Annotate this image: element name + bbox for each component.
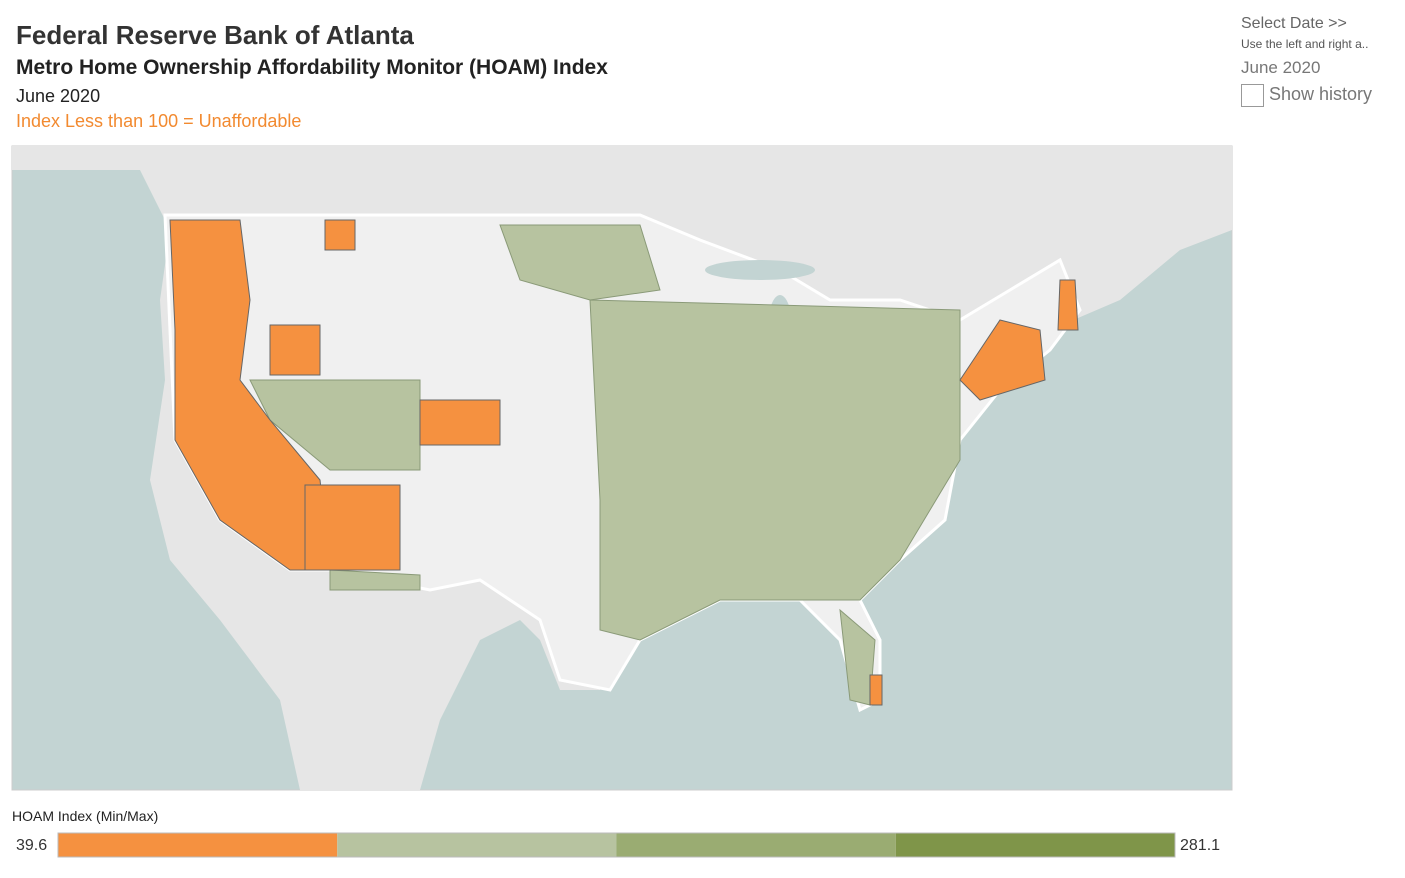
show-history[interactable]: Show history xyxy=(1269,84,1373,104)
region xyxy=(324,219,356,251)
legend-swatch xyxy=(337,833,617,857)
checkbox[interactable] xyxy=(1241,84,1264,107)
legend-swatch xyxy=(895,833,1175,857)
region xyxy=(419,399,501,446)
hint: Use the left and right a.. xyxy=(1241,37,1369,51)
note: Index Less than 100 = Unaffordable xyxy=(16,111,302,131)
region xyxy=(249,379,421,471)
legend-min: 39.6 xyxy=(16,837,48,854)
region xyxy=(304,484,401,571)
legend-max: 281.1 xyxy=(1180,837,1221,854)
date: June 2020 xyxy=(16,86,101,106)
region xyxy=(959,319,1046,401)
legend-title: HOAM Index (Min/Max) xyxy=(12,808,159,824)
region xyxy=(589,299,961,641)
subtitle: Metro Home Ownership Affordability Monit… xyxy=(16,56,608,79)
legend-swatch xyxy=(58,833,338,857)
region xyxy=(269,324,321,376)
legend-swatch xyxy=(616,833,896,857)
region xyxy=(1057,279,1079,331)
region xyxy=(329,569,421,591)
legend-frame xyxy=(57,832,1176,858)
region xyxy=(499,224,661,301)
title: Federal Reserve Bank of Atlanta xyxy=(16,20,414,50)
lake xyxy=(705,260,815,280)
region xyxy=(869,674,883,706)
date-value[interactable]: June 2020 xyxy=(1241,58,1321,77)
select-date[interactable]: Select Date >> xyxy=(1241,15,1347,32)
